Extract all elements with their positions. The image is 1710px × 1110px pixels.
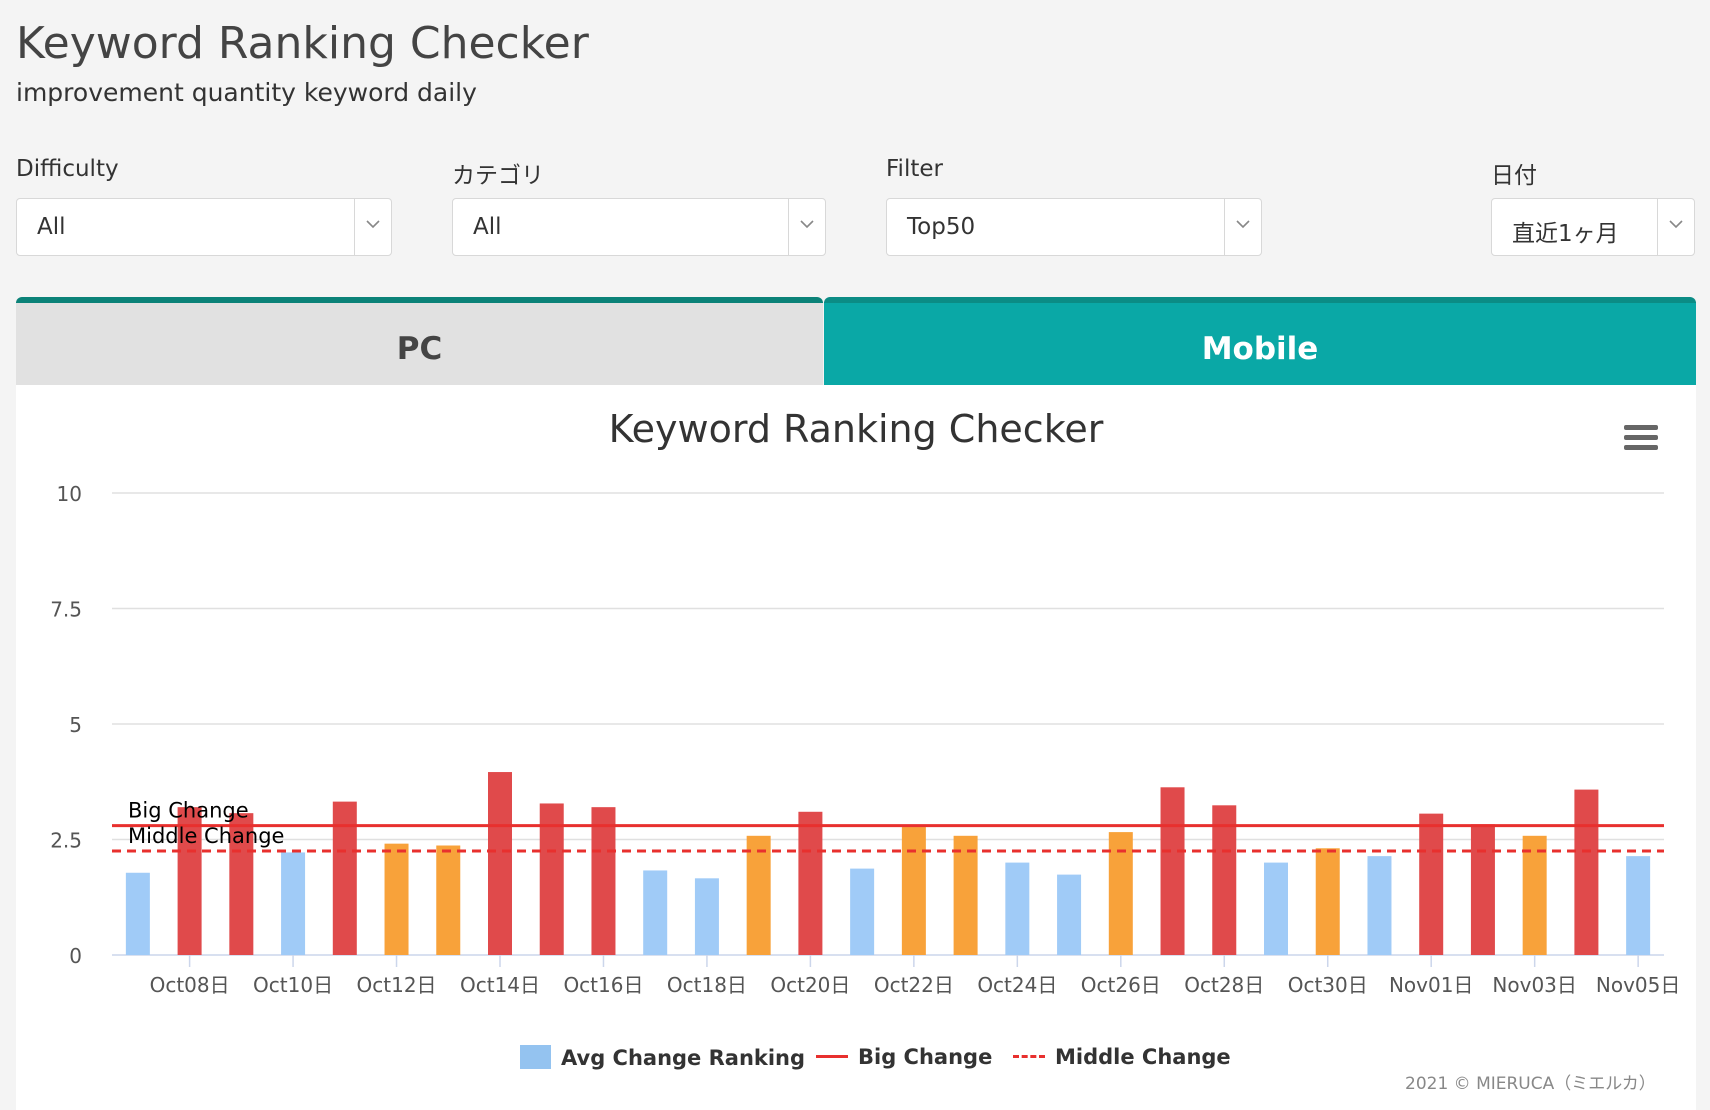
chevron-down-icon [354, 199, 391, 255]
x-tick-label: Oct20日 [770, 973, 850, 997]
category-select[interactable]: All [452, 198, 826, 256]
y-tick-label: 10 [57, 482, 82, 506]
chart-title: Keyword Ranking Checker [609, 407, 1104, 451]
x-tick-label: Nov03日 [1492, 973, 1576, 997]
chevron-down-icon [1657, 199, 1694, 255]
chart-canvas: Keyword Ranking Checker 0 2.5 5 7.5 10 Oct08日 O… [50, 407, 1680, 997]
x-tick-label: Oct26日 [1081, 973, 1161, 997]
category-value: All [473, 214, 502, 240]
chart-credits[interactable]: 2021 © MIERUCA（ミエルカ） [1405, 1074, 1656, 1094]
legend-item-middle[interactable]: Middle Change [1013, 1045, 1231, 1069]
legend-item-big[interactable]: Big Change [816, 1045, 992, 1069]
difficulty-value: All [37, 214, 66, 240]
chevron-down-icon [1224, 199, 1261, 255]
legend-dashed-line-icon [1013, 1055, 1045, 1058]
legend-line-icon [816, 1055, 848, 1058]
chevron-down-icon [788, 199, 825, 255]
bar [1315, 848, 1340, 955]
bar [1264, 862, 1288, 955]
big-change-label: Big Change [128, 799, 249, 823]
bar [694, 878, 719, 955]
x-tick-label: Oct22日 [874, 973, 954, 997]
bar [281, 852, 306, 955]
y-tick-label: 5 [69, 713, 82, 737]
legend-square-icon [520, 1045, 551, 1069]
bar [798, 811, 823, 955]
bar [591, 807, 616, 955]
x-tick-label: Oct10日 [253, 973, 333, 997]
legend-label: Middle Change [1055, 1045, 1231, 1069]
y-tick-label: 2.5 [50, 829, 82, 853]
bar [332, 801, 357, 955]
legend-label: Big Change [858, 1045, 993, 1069]
x-tick-label: Nov05日 [1596, 973, 1680, 997]
date-label: 日付 [1491, 163, 1537, 189]
bar [1005, 862, 1030, 955]
bar [1160, 787, 1185, 955]
bar [1419, 813, 1444, 955]
bar [539, 803, 564, 955]
page-subtitle: improvement quantity keyword daily [16, 78, 477, 107]
device-tabs: PC Mobile [16, 297, 1696, 385]
x-tick-label: Oct08日 [150, 973, 230, 997]
bar [953, 835, 978, 955]
x-tick-label: Oct24日 [977, 973, 1057, 997]
bar [488, 772, 512, 955]
bar [850, 868, 875, 955]
difficulty-select[interactable]: All [16, 198, 392, 256]
x-tick-label: Nov01日 [1389, 973, 1473, 997]
date-value: 直近1ヶ月 [1512, 221, 1619, 247]
y-tick-label: 7.5 [50, 598, 82, 622]
difficulty-label: Difficulty [16, 156, 119, 182]
bar [1212, 805, 1237, 955]
filter-label: Filter [886, 156, 943, 182]
x-tick-label: Oct28日 [1184, 973, 1264, 997]
y-tick-label: 0 [69, 944, 82, 968]
bar [436, 845, 461, 955]
legend-label: Avg Change Ranking [561, 1046, 806, 1070]
legend-item-avg[interactable]: Avg Change Ranking [520, 1045, 805, 1070]
x-tick-label: Oct18日 [667, 973, 747, 997]
bar [643, 870, 668, 955]
x-tick-label: Oct12日 [357, 973, 437, 997]
bar [177, 807, 202, 955]
bar [1057, 874, 1082, 955]
bar [901, 827, 926, 955]
bar [1367, 856, 1392, 955]
bar [1108, 832, 1133, 955]
bar [384, 843, 409, 955]
filter-value: Top50 [907, 214, 976, 240]
bar [125, 872, 150, 955]
x-tick-label: Oct14日 [460, 973, 540, 997]
bar [746, 835, 771, 955]
x-tick-label: Oct16日 [563, 973, 643, 997]
bar [1574, 789, 1599, 955]
filter-select[interactable]: Top50 [886, 198, 1262, 256]
tab-pc[interactable]: PC [16, 297, 823, 385]
bar [1470, 824, 1495, 955]
middle-change-label: Middle Change [128, 824, 284, 848]
date-select[interactable]: 直近1ヶ月 [1491, 198, 1695, 256]
bar [1626, 856, 1651, 955]
bar [1522, 835, 1547, 955]
category-label: カテゴリ [452, 163, 544, 189]
bar [229, 813, 254, 955]
x-tick-label: Oct30日 [1288, 973, 1368, 997]
tab-mobile[interactable]: Mobile [824, 297, 1696, 385]
chart-menu-icon[interactable] [1624, 425, 1658, 453]
page-title: Keyword Ranking Checker [16, 18, 589, 69]
chart-panel: Keyword Ranking Checker 0 2.5 5 7.5 10 Oct08日 O… [16, 385, 1696, 1110]
